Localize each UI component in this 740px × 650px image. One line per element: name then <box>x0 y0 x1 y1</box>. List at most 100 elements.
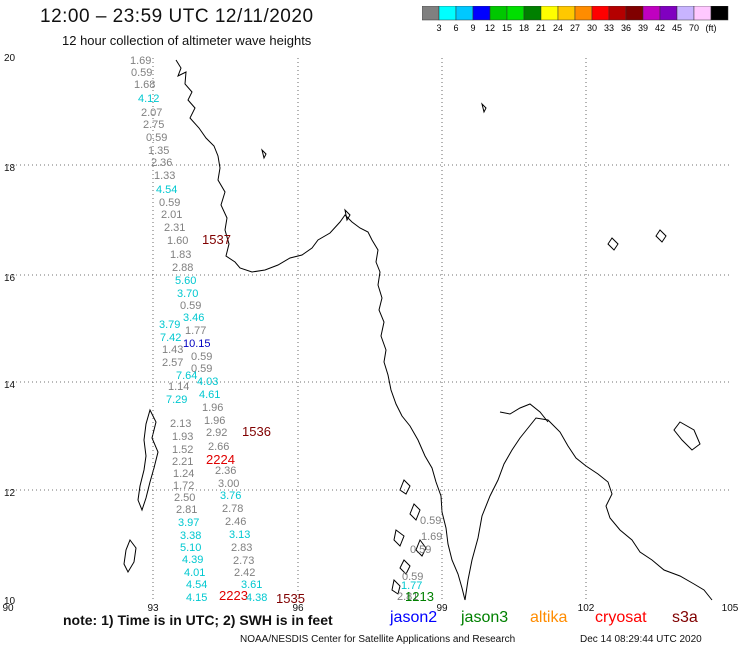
wave-height-reading: 1.77 <box>185 325 206 337</box>
legend-swatch <box>472 6 491 21</box>
wave-height-reading: 2.01 <box>161 209 182 221</box>
credit-line: NOAA/NESDIS Center for Satellite Applica… <box>240 634 516 645</box>
footnote: note: 1) Time is in UTC; 2) SWH is in fe… <box>63 612 333 628</box>
wave-height-reading: 1.69 <box>421 531 442 543</box>
wave-height-reading: 5.60 <box>175 275 196 287</box>
legend-label: 12 <box>485 23 495 33</box>
wave-height-reading: 0.59 <box>402 571 423 583</box>
legend-label: 39 <box>638 23 648 33</box>
legend-label: 42 <box>655 23 665 33</box>
wave-height-reading: 7.42 <box>160 332 181 344</box>
legend-label: 24 <box>553 23 563 33</box>
legend-swatch <box>489 6 508 21</box>
lat-label: 16 <box>4 273 16 284</box>
lon-label: 90 <box>2 603 14 614</box>
legend-swatch <box>506 6 525 21</box>
lat-label: 20 <box>4 53 16 64</box>
legend-label: 36 <box>621 23 631 33</box>
wave-height-reading: 2.42 <box>234 567 255 579</box>
lat-label: 10 <box>4 596 16 607</box>
satellite-cryosat: cryosat <box>595 609 647 626</box>
wave-height-reading: 3.46 <box>183 312 204 324</box>
wave-height-reading: 0.59 <box>180 300 201 312</box>
wave-height-reading: 0.59 <box>146 132 167 144</box>
color-legend: 3 6 9 12 15 18 21 24 27 30 33 36 39 42 45 70 (ft) <box>422 6 729 33</box>
legend-label: 6 <box>453 23 458 33</box>
legend-swatch <box>625 6 644 21</box>
wave-height-reading: 2.13 <box>170 418 191 430</box>
legend-swatch <box>438 6 457 21</box>
legend-label: 9 <box>470 23 475 33</box>
legend-swatch <box>693 6 712 21</box>
wave-height-reading: 2.07 <box>141 107 162 119</box>
wave-height-reading: 1.68 <box>134 79 155 91</box>
wave-height-reading: 4.38 <box>246 592 267 604</box>
wave-height-reading: 0.59 <box>131 67 152 79</box>
map-subtitle: 12 hour collection of altimeter wave hei… <box>62 33 312 48</box>
wave-height-reading: 0.59 <box>191 363 212 375</box>
wave-height-reading: 1.69 <box>130 55 151 67</box>
wave-height-reading: 2.57 <box>162 357 183 369</box>
wave-height-reading: 1.43 <box>162 344 183 356</box>
wave-height-reading: 2.66 <box>208 441 229 453</box>
wave-height-reading: 4.54 <box>156 184 177 196</box>
wave-height-reading: 7.64 <box>176 370 197 382</box>
legend-swatch <box>676 6 695 21</box>
wave-height-reading: 1537 <box>202 232 231 247</box>
wave-height-reading: 4.01 <box>184 567 205 579</box>
lon-label: 102 <box>578 603 595 614</box>
legend-label: 27 <box>570 23 580 33</box>
lon-label: 105 <box>722 603 739 614</box>
legend-label: 15 <box>502 23 512 33</box>
wave-height-reading: 7.29 <box>166 394 187 406</box>
wave-height-reading: 4.54 <box>186 579 207 591</box>
wave-height-reading: 1.83 <box>170 249 191 261</box>
legend-swatch <box>523 6 542 21</box>
wave-height-reading: 1.72 <box>173 480 194 492</box>
wave-height-reading: 3.76 <box>220 490 241 502</box>
wave-height-reading: 3.97 <box>178 517 199 529</box>
wave-height-reading: 3.38 <box>180 530 201 542</box>
legend-swatch <box>710 6 729 21</box>
wave-height-reading: 0.59 <box>420 515 441 527</box>
legend-label: 3 <box>436 23 441 33</box>
lon-label: 99 <box>436 603 448 614</box>
wave-height-reading: 5.10 <box>180 542 201 554</box>
wave-height-reading: 2.78 <box>222 503 243 515</box>
satellite-altika: altika <box>530 609 568 626</box>
legend-swatch <box>455 6 474 21</box>
satellite-jason3: jason3 <box>461 609 509 626</box>
wave-height-reading: 1213 <box>405 589 434 604</box>
legend-swatch <box>557 6 576 21</box>
wave-height-reading: 0.59 <box>159 197 180 209</box>
wave-height-reading: 1.52 <box>172 444 193 456</box>
legend-label: 30 <box>587 23 597 33</box>
wave-height-reading: 1.60 <box>167 235 188 247</box>
legend-swatch <box>659 6 678 21</box>
legend-label: 21 <box>536 23 546 33</box>
legend-swatch <box>591 6 610 21</box>
lat-label: 14 <box>4 380 16 391</box>
graticule <box>8 58 730 600</box>
legend-swatch <box>642 6 661 21</box>
wave-height-reading: 4.15 <box>186 592 207 604</box>
lat-label: 18 <box>4 163 16 174</box>
legend-label: 33 <box>604 23 614 33</box>
wave-height-reading: 1535 <box>276 591 305 606</box>
wave-height-reading: 3.79 <box>159 319 180 331</box>
wave-height-reading: 0.59 <box>410 544 431 556</box>
wave-height-reading: 2.31 <box>164 222 185 234</box>
satellite-jason2: jason2 <box>390 609 438 626</box>
legend-label: 70 <box>689 23 699 33</box>
wave-height-reading: 2224 <box>206 452 235 467</box>
wave-height-reading: 2.50 <box>174 492 195 504</box>
wave-height-reading: 4.03 <box>197 376 218 388</box>
map-title: 12:00 – 23:59 UTC 12/11/2020 <box>40 6 314 27</box>
legend-label: 45 <box>672 23 682 33</box>
wave-height-reading: 2.81 <box>176 504 197 516</box>
wave-height-reading: 1.96 <box>204 415 225 427</box>
wave-height-reading: 2.75 <box>143 119 164 131</box>
coastline <box>123 59 713 601</box>
legend-label: 18 <box>519 23 529 33</box>
